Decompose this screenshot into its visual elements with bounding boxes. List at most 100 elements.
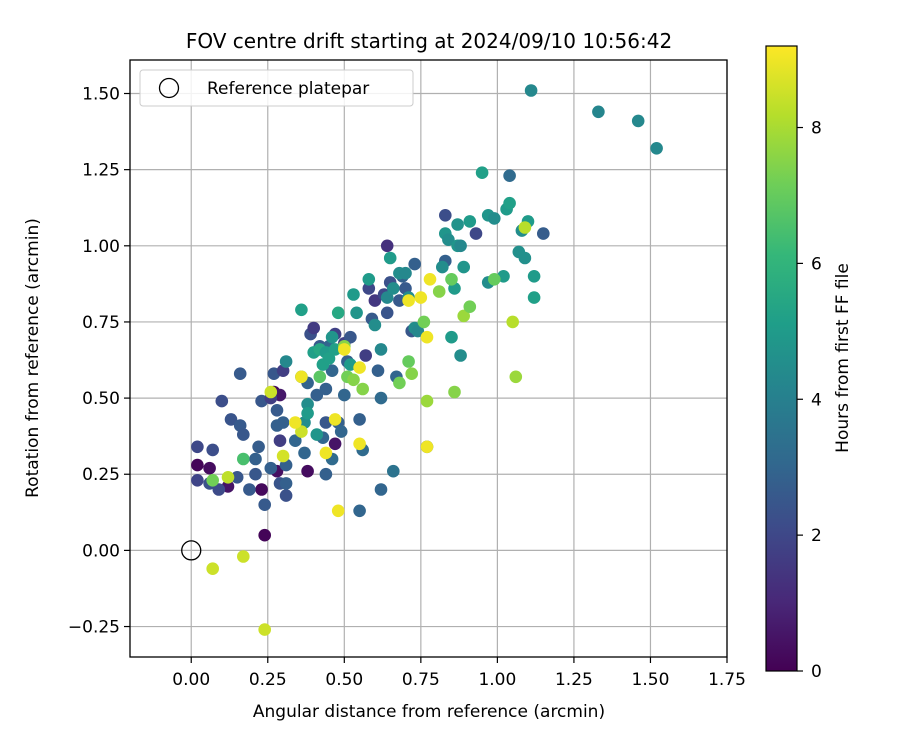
data-point (347, 373, 360, 387)
x-tick-label: 1.25 (555, 670, 593, 690)
data-point (469, 227, 483, 240)
data-point (249, 467, 262, 481)
data-point (191, 474, 204, 487)
data-point (264, 461, 278, 475)
x-tick-label: 1.00 (478, 670, 516, 690)
reference-point-marker (181, 540, 202, 561)
data-point (368, 294, 382, 307)
y-tick-label: 1.25 (82, 161, 120, 181)
data-point (411, 324, 425, 338)
data-point (206, 443, 219, 457)
y-tick-label: 1.00 (82, 237, 120, 257)
data-point (359, 349, 373, 362)
colorbar-tick-label: 6 (811, 254, 822, 274)
y-tick-label: 0.50 (82, 389, 120, 409)
data-point (191, 458, 204, 472)
data-point (503, 169, 516, 182)
data-point (457, 260, 471, 274)
data-point (488, 212, 501, 225)
y-tick-label: 1.50 (82, 85, 120, 105)
data-point (237, 452, 250, 466)
data-point (264, 385, 278, 399)
data-point (408, 257, 422, 271)
data-point (399, 266, 412, 280)
x-tick-label: 1.50 (632, 670, 670, 690)
data-point (393, 376, 406, 390)
colorbar-label: Hours from first FF file (833, 263, 853, 453)
data-point (402, 294, 415, 307)
data-point (279, 477, 293, 490)
data-point (350, 306, 363, 320)
data-point (328, 437, 342, 451)
data-point (353, 361, 366, 374)
data-point (276, 416, 290, 429)
data-point (206, 474, 219, 487)
data-point (488, 273, 501, 286)
data-point (270, 404, 284, 417)
data-point (527, 270, 541, 283)
data-point (301, 397, 314, 411)
data-point (230, 471, 244, 484)
data-point (325, 364, 339, 378)
data-point (383, 251, 397, 265)
data-point (215, 394, 229, 408)
colorbar-tick-label: 0 (811, 662, 822, 682)
data-point (362, 273, 376, 286)
data-point (374, 391, 388, 405)
data-point (301, 464, 314, 478)
x-tick-label: 1.75 (708, 670, 746, 690)
data-point (445, 273, 458, 286)
data-point (527, 291, 541, 304)
data-point (439, 209, 452, 222)
data-point (347, 288, 360, 301)
data-point (353, 437, 366, 451)
data-point (279, 355, 293, 368)
data-point (307, 321, 321, 335)
data-point (221, 471, 235, 484)
data-point (503, 196, 516, 210)
data-point (319, 467, 333, 481)
data-point (334, 425, 348, 438)
data-point (380, 291, 394, 304)
data-point (414, 291, 428, 304)
data-point (518, 251, 532, 265)
data-point (380, 239, 394, 253)
data-point (313, 370, 327, 384)
legend-marker-icon (158, 77, 180, 99)
data-point (509, 370, 523, 384)
data-point (328, 413, 342, 426)
data-point (537, 227, 550, 240)
x-tick-label: 0.00 (172, 670, 210, 690)
data-point (258, 528, 272, 542)
data-point (432, 285, 446, 298)
data-point (423, 273, 437, 286)
colorbar (765, 45, 798, 672)
x-tick-label: 0.75 (402, 670, 440, 690)
x-tick-label: 0.50 (325, 670, 363, 690)
data-point (475, 166, 489, 179)
x-axis-label: Angular distance from reference (arcmin) (253, 702, 605, 722)
data-point (420, 440, 434, 454)
data-point (405, 367, 419, 381)
data-point (289, 416, 302, 429)
colorbar-tick-label: 2 (811, 526, 822, 546)
data-point (445, 330, 458, 344)
data-point (331, 504, 345, 518)
data-point (258, 623, 272, 636)
data-point (463, 300, 477, 314)
data-point (436, 260, 449, 274)
data-point (301, 407, 314, 420)
data-point (454, 349, 467, 362)
data-point (420, 330, 434, 344)
data-point (322, 352, 336, 365)
data-point (206, 562, 219, 575)
data-point (454, 239, 467, 253)
data-point (374, 483, 388, 496)
data-point (191, 440, 204, 454)
y-tick-label: 0.00 (82, 541, 120, 561)
data-point (420, 394, 434, 408)
data-point (249, 452, 262, 466)
y-tick-label: 0.75 (82, 313, 120, 333)
data-point (356, 382, 370, 396)
data-point (237, 428, 250, 441)
